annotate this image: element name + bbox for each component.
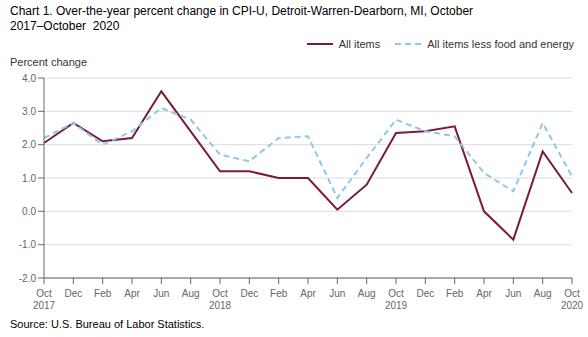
svg-text:-2.0: -2.0: [19, 273, 37, 284]
svg-text:Dec: Dec: [64, 288, 82, 299]
svg-text:1.0: 1.0: [22, 173, 36, 184]
svg-text:Oct2019: Oct2019: [385, 288, 408, 311]
svg-text:Apr: Apr: [124, 288, 140, 299]
svg-text:Aug: Aug: [534, 288, 552, 299]
html-text:Percent change: Percent change: [10, 56, 88, 68]
html-text:All items less food and energy: All items less food and energy: [427, 38, 574, 50]
svg-text:Feb: Feb: [94, 288, 112, 299]
svg-text:Feb: Feb: [446, 288, 464, 299]
html-text:All items: All items: [338, 38, 381, 50]
svg-text:3.0: 3.0: [22, 106, 36, 117]
svg-text:-1.0: -1.0: [19, 239, 37, 250]
svg-text:Jun: Jun: [505, 288, 521, 299]
html-text:Chart 1. Over-the-year percent: Chart 1. Over-the-year percent change in…: [10, 4, 474, 18]
svg-text:Feb: Feb: [270, 288, 288, 299]
svg-text:Aug: Aug: [182, 288, 200, 299]
svg-text:Dec: Dec: [240, 288, 258, 299]
svg-text:Apr: Apr: [300, 288, 316, 299]
svg-text:Jun: Jun: [329, 288, 345, 299]
svg-text:4.0: 4.0: [22, 73, 36, 84]
svg-text:Oct2020: Oct2020: [561, 288, 580, 311]
svg-text:Apr: Apr: [476, 288, 492, 299]
html-text:2017–October 2020: 2017–October 2020: [10, 19, 120, 33]
svg-text:Oct2018: Oct2018: [209, 288, 232, 311]
svg-text:2.0: 2.0: [22, 139, 36, 150]
svg-text:Jun: Jun: [153, 288, 169, 299]
svg-text:Oct2017: Oct2017: [33, 288, 56, 311]
svg-text:Dec: Dec: [416, 288, 434, 299]
html-text:Source: U.S. Bureau of Labor S: Source: U.S. Bureau of Labor Statistics.: [10, 318, 205, 330]
svg-text:Aug: Aug: [358, 288, 376, 299]
svg-text:0.0: 0.0: [22, 206, 36, 217]
